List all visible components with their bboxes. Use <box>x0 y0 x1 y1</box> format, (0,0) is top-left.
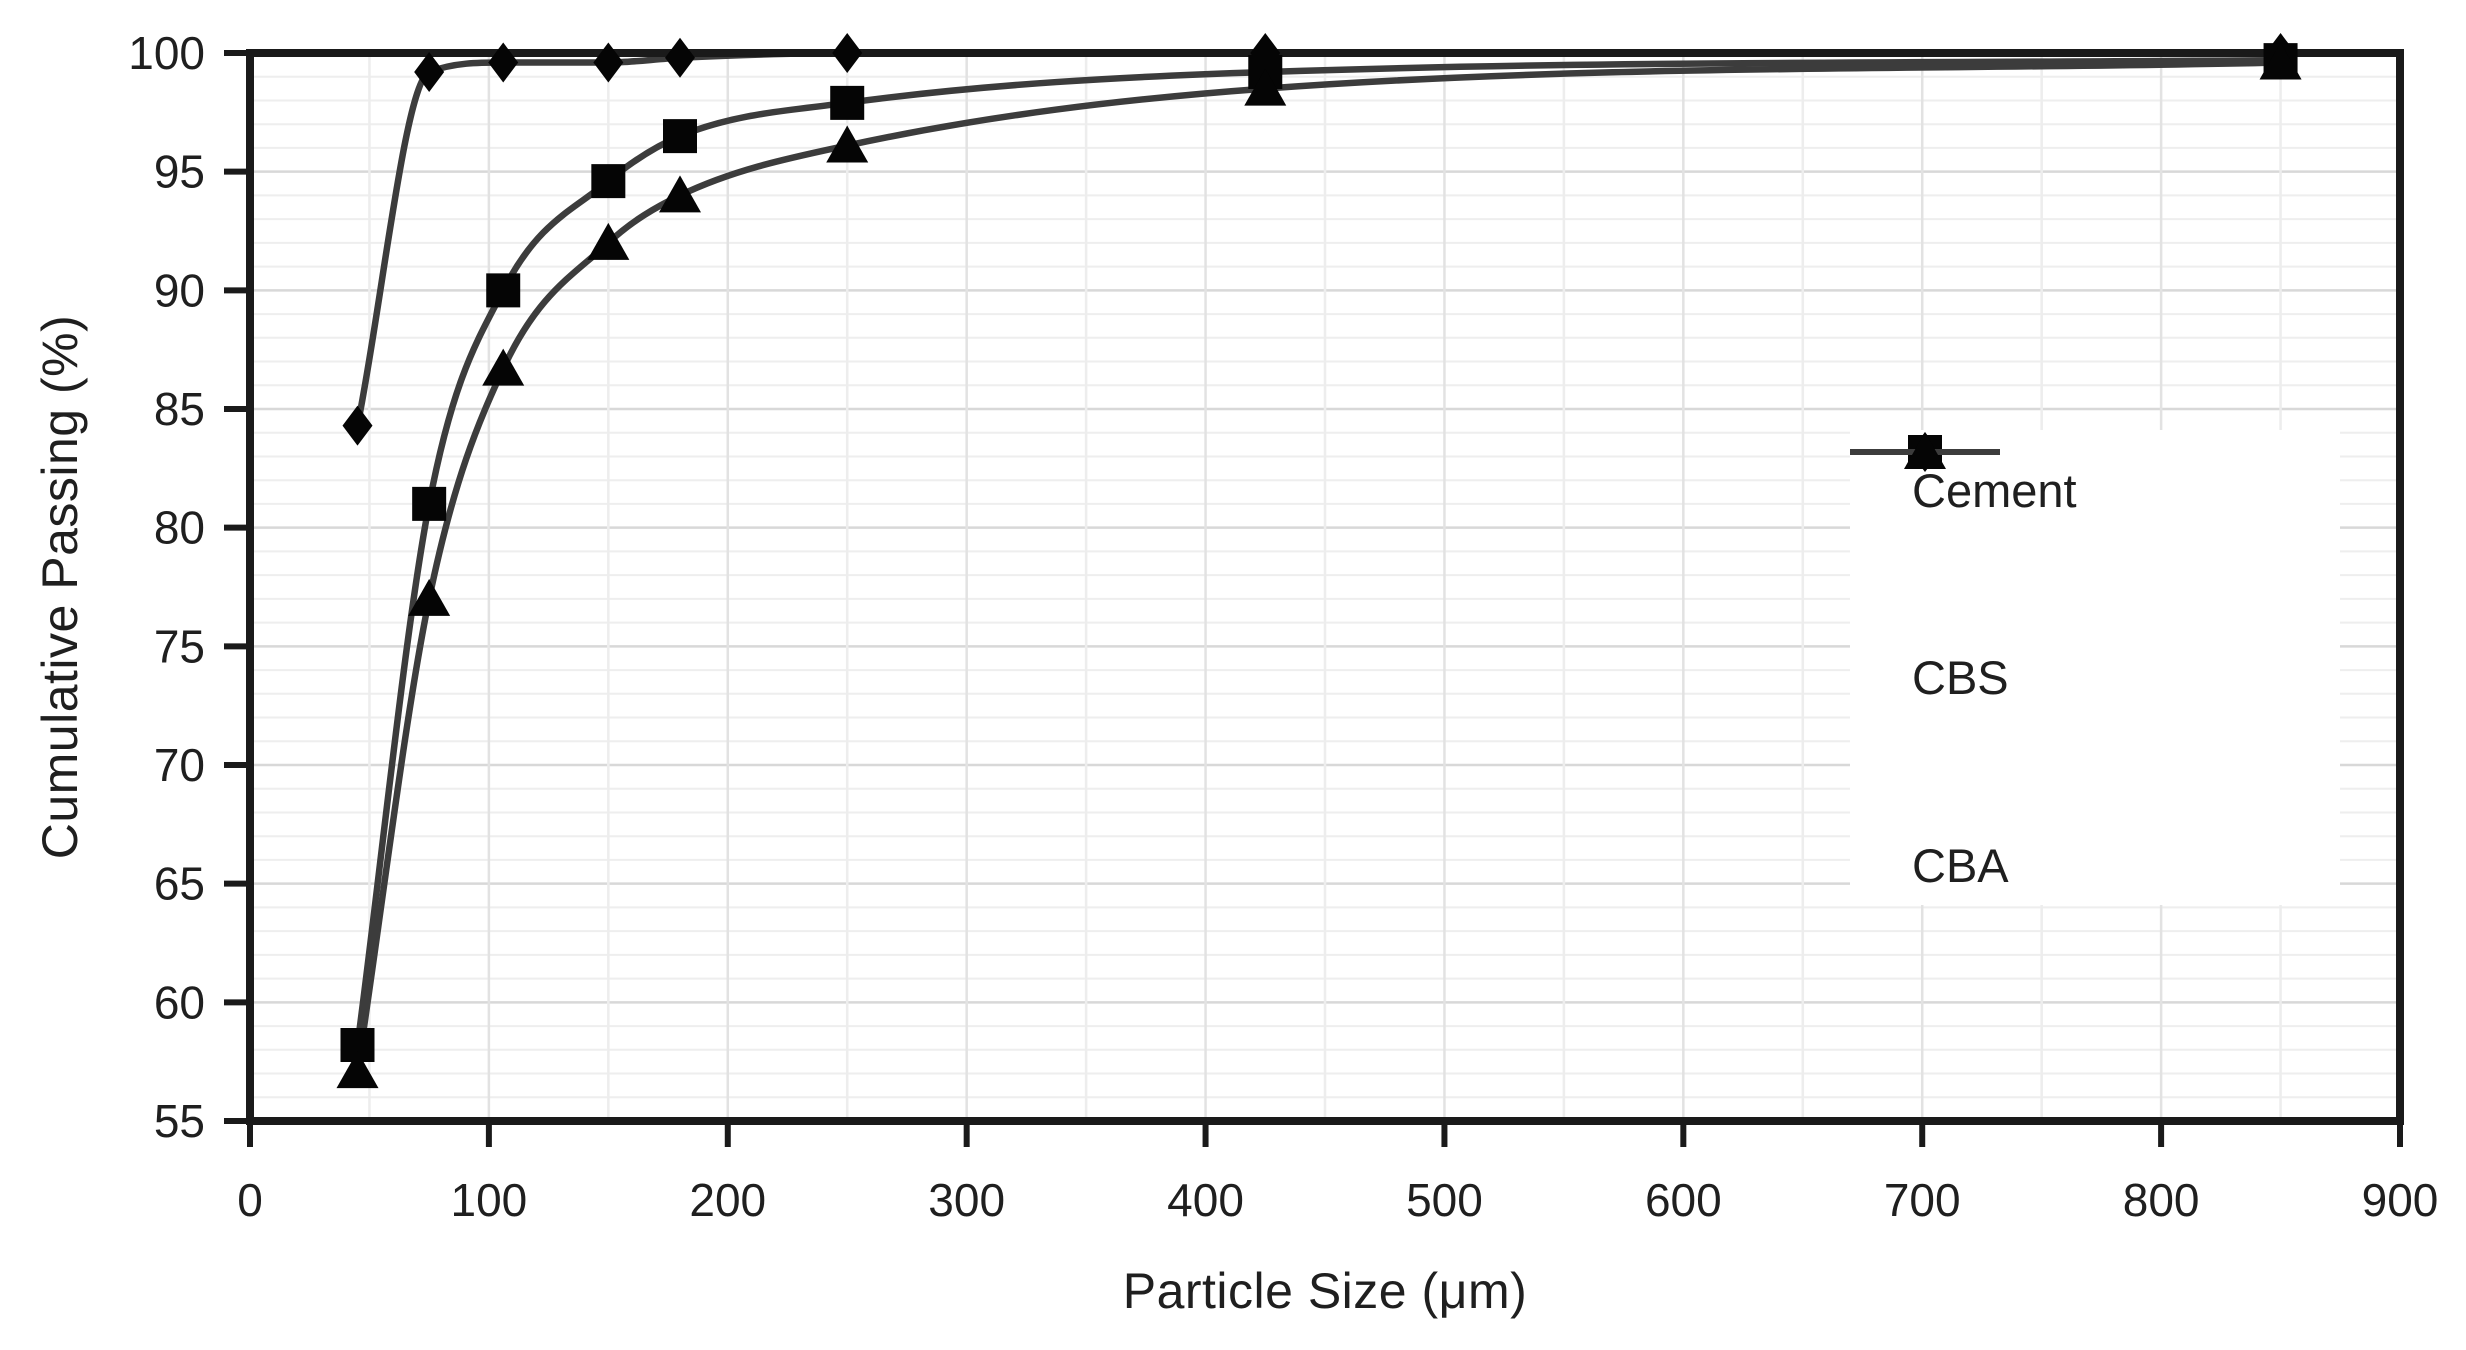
legend-label: Cement <box>1912 463 2077 517</box>
y-tick-label: 55 <box>154 1095 205 1147</box>
y-tick-label: 60 <box>154 976 205 1028</box>
cba-marker <box>408 578 451 616</box>
cba-marker <box>1244 68 1287 106</box>
cbs-marker <box>591 164 626 199</box>
x-tick-label: 600 <box>1645 1174 1722 1226</box>
cba-marker <box>659 175 701 213</box>
y-tick-label: 95 <box>154 146 205 198</box>
plot-border <box>246 49 2404 1125</box>
y-tick-label: 65 <box>154 858 205 910</box>
x-axis-title: Particle Size (μm) <box>1122 1263 1528 1319</box>
x-tick-label: 0 <box>237 1174 263 1226</box>
cement-marker <box>342 405 373 446</box>
x-tick-label: 500 <box>1406 1174 1483 1226</box>
cement-marker <box>832 33 863 73</box>
x-tick-label: 300 <box>928 1174 1005 1226</box>
x-tick-label: 100 <box>451 1174 528 1226</box>
cbs-marker <box>663 119 697 154</box>
x-tick-label: 400 <box>1167 1174 1244 1226</box>
cbs-marker <box>486 273 521 308</box>
cbs-marker <box>340 1028 375 1063</box>
cement-marker <box>593 42 624 83</box>
x-tick-label: 800 <box>2123 1174 2200 1226</box>
cba-marker <box>482 348 525 386</box>
y-tick-label: 85 <box>154 383 205 435</box>
cba-marker <box>336 1051 379 1089</box>
legend-label: CBS <box>1912 651 2009 704</box>
y-axis-title: Cumulative Passing (%) <box>32 314 88 860</box>
cba-marker <box>587 222 630 260</box>
cement-line <box>354 49 2281 427</box>
cba-marker <box>2259 42 2302 80</box>
cbs-marker <box>412 486 447 521</box>
legend-item-cbs: CBS <box>1850 435 2340 704</box>
x-tick-label: 700 <box>1884 1174 1961 1226</box>
cba-marker <box>826 125 869 163</box>
legend-item-cba: CBA <box>1850 432 2340 892</box>
legend: Cement CBS CBA <box>1850 430 2340 905</box>
y-tick-label: 70 <box>154 739 205 791</box>
triangle-marker-icon <box>1850 432 2000 469</box>
x-tick-label: 900 <box>2362 1174 2439 1226</box>
x-tick-label: 200 <box>689 1174 766 1226</box>
cement-marker <box>665 37 695 78</box>
y-tick-label: 90 <box>154 264 205 316</box>
y-tick-label: 80 <box>154 502 205 554</box>
y-tick-label: 75 <box>154 620 205 672</box>
cement-marker <box>488 42 519 83</box>
cbs-marker <box>830 85 865 120</box>
cement-marker <box>414 51 445 92</box>
legend-label: CBA <box>1912 838 2009 892</box>
y-tick-label: 100 <box>128 27 205 79</box>
